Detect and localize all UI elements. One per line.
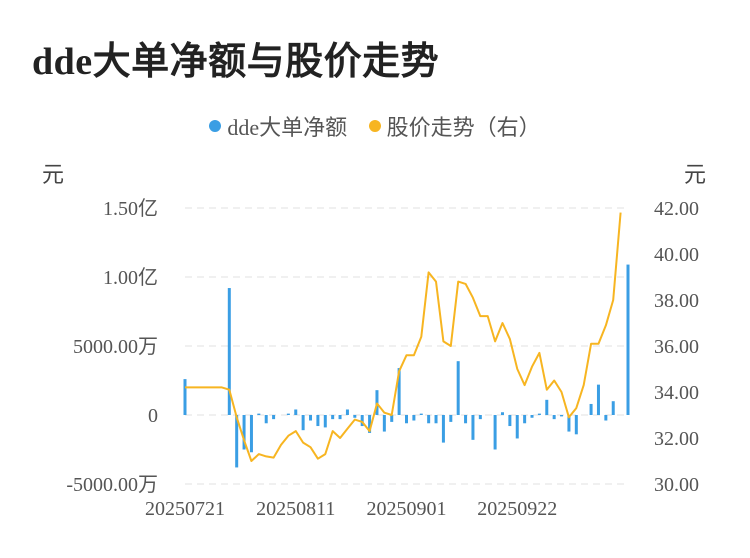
bar	[530, 415, 534, 418]
left-tick-label: 5000.00万	[73, 336, 158, 358]
x-tick-label: 20250811	[256, 498, 335, 520]
bar	[360, 415, 364, 427]
right-tick-label: 34.00	[654, 382, 699, 404]
bar	[515, 415, 519, 439]
bar	[235, 415, 239, 468]
bar	[508, 415, 512, 427]
legend-dot-line-icon	[368, 120, 381, 132]
bar	[331, 415, 335, 420]
right-tick-label: 38.00	[654, 290, 699, 312]
x-tick-label: 20250901	[367, 498, 447, 520]
price-line	[185, 212, 622, 462]
left-tick-label: 0	[148, 405, 158, 427]
bar	[301, 415, 305, 431]
bar	[323, 415, 327, 428]
bar	[345, 409, 349, 415]
bar	[464, 415, 468, 424]
right-tick-label: 40.00	[654, 244, 699, 266]
left-tick-label: 1.50亿	[103, 197, 158, 220]
bar	[338, 415, 342, 420]
bar	[286, 413, 290, 415]
bar	[441, 415, 445, 443]
bar	[249, 415, 253, 453]
right-axis-unit: 元	[684, 162, 707, 187]
bar	[449, 415, 453, 422]
legend-label-bar: dde大单净额	[227, 115, 348, 140]
bar	[626, 264, 630, 415]
bar	[545, 399, 549, 415]
legend-item-line[interactable]: 股价走势（右）	[368, 110, 541, 142]
bar	[523, 415, 527, 424]
bar	[390, 415, 394, 422]
right-tick-label: 36.00	[654, 336, 699, 358]
bar	[567, 415, 571, 432]
bar	[537, 413, 541, 415]
bar	[427, 415, 431, 424]
bar	[604, 415, 608, 421]
chart-title: dde大单净额与股价走势	[32, 41, 440, 83]
bar	[493, 415, 497, 450]
bar	[419, 413, 423, 415]
bar	[560, 415, 564, 417]
bar	[397, 368, 401, 415]
bar	[368, 415, 372, 433]
bar	[478, 415, 482, 420]
right-tick-label: 30.00	[654, 474, 699, 496]
bar	[611, 401, 615, 415]
right-tick-label: 42.00	[654, 198, 699, 220]
bar	[242, 415, 246, 450]
bar	[405, 415, 408, 424]
left-tick-label: -5000.00万	[66, 474, 158, 496]
bar	[272, 415, 276, 420]
bar	[183, 379, 187, 415]
legend-dot-bar-icon	[209, 120, 222, 132]
bar	[471, 415, 475, 440]
bar	[316, 415, 320, 427]
x-tick-label: 20250721	[145, 498, 225, 520]
bar	[294, 409, 298, 415]
bar	[456, 361, 460, 415]
bar	[257, 413, 261, 415]
bar	[589, 403, 593, 415]
bar	[264, 415, 268, 424]
bar	[500, 412, 504, 415]
bar	[309, 415, 313, 421]
bar	[434, 415, 438, 424]
right-tick-label: 32.00	[654, 428, 699, 450]
bar	[574, 415, 578, 435]
legend-item-bar[interactable]: dde大单净额	[209, 110, 347, 142]
left-axis-unit: 元	[42, 162, 65, 187]
bar	[412, 415, 416, 421]
bar	[552, 415, 556, 420]
bar	[382, 415, 386, 432]
bar	[353, 415, 357, 418]
bar	[596, 384, 600, 415]
left-tick-label: 1.00亿	[103, 266, 158, 289]
legend-label-line: 股价走势（右）	[386, 115, 541, 140]
legend: dde大单净额 股价走势（右）	[0, 110, 750, 142]
x-tick-label: 20250922	[477, 498, 557, 520]
bar	[227, 288, 231, 415]
